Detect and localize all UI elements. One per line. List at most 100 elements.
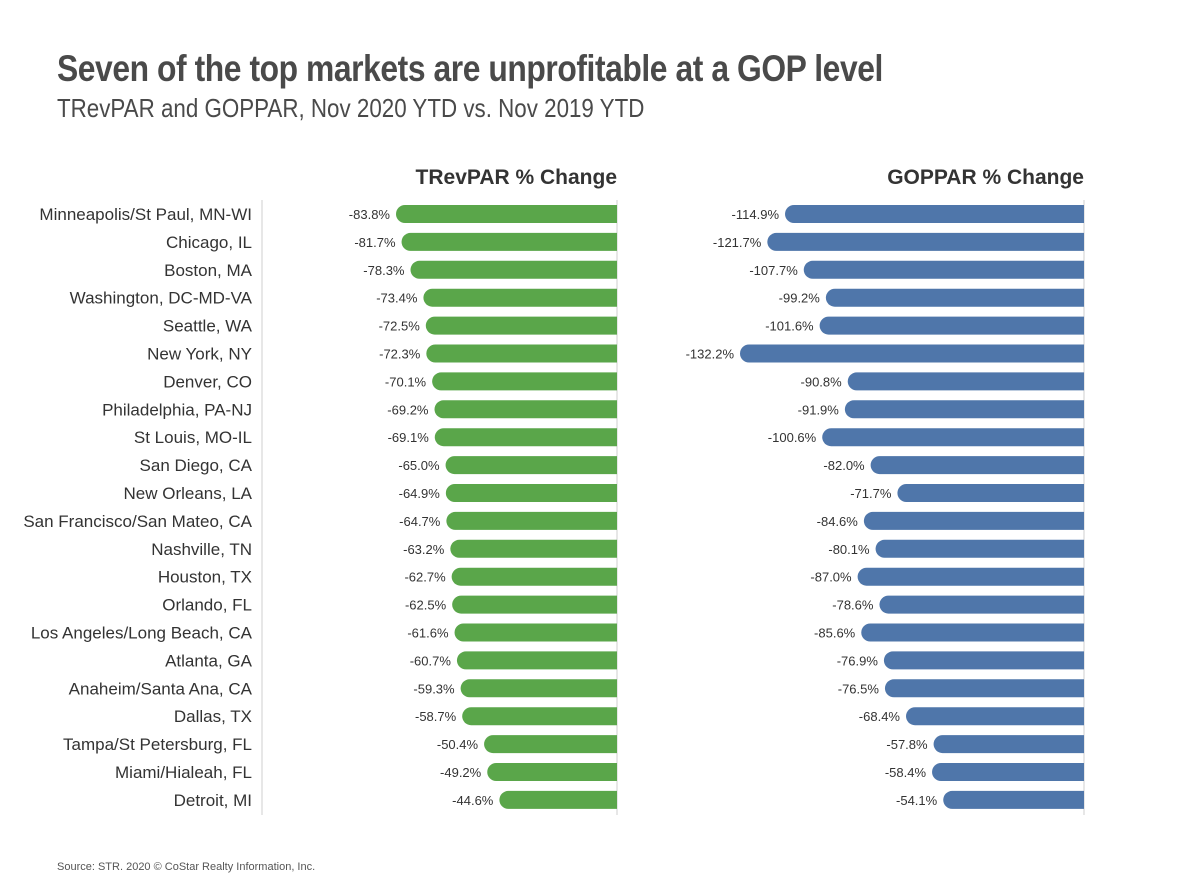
category-label: Los Angeles/Long Beach, CA	[31, 624, 253, 643]
goppar-value-label: -71.7%	[850, 486, 892, 501]
trevpar-value-label: -49.2%	[440, 765, 482, 780]
category-label: San Francisco/San Mateo, CA	[23, 512, 252, 531]
trevpar-bar	[451, 567, 617, 586]
trevpar-bar	[487, 763, 617, 781]
category-label: Chicago, IL	[166, 233, 252, 252]
goppar-value-label: -91.9%	[798, 402, 840, 417]
trevpar-value-label: -72.5%	[379, 319, 421, 334]
goppar-bar	[803, 260, 1084, 279]
category-label: Seattle, WA	[163, 317, 253, 336]
chart-title: Seven of the top markets are unprofitabl…	[57, 48, 883, 89]
goppar-value-label: -76.9%	[837, 653, 879, 668]
goppar-value-label: -78.6%	[832, 598, 874, 613]
trevpar-value-label: -62.7%	[404, 570, 446, 585]
trevpar-bar	[396, 205, 617, 223]
goppar-bar	[740, 344, 1084, 363]
trevpar-value-label: -73.4%	[376, 291, 418, 306]
trevpar-bar	[499, 790, 617, 809]
goppar-bar	[932, 763, 1084, 781]
category-labels: Minneapolis/St Paul, MN-WI Chicago, IL Bos…	[23, 205, 252, 810]
trevpar-value-label: -69.1%	[388, 430, 430, 445]
trevpar-bar	[425, 316, 617, 335]
trevpar-bar	[445, 456, 617, 475]
goppar-bar	[785, 205, 1084, 223]
category-label: Denver, CO	[163, 372, 252, 391]
goppar-value-label: -107.7%	[749, 263, 798, 278]
trevpar-value-label: -62.5%	[405, 598, 447, 613]
goppar-bar	[943, 790, 1084, 809]
trevpar-bar	[460, 679, 617, 698]
category-label: Detroit, MI	[174, 791, 252, 810]
trevpar-value-label: -60.7%	[410, 653, 452, 668]
goppar-bar	[825, 288, 1084, 307]
chart-canvas: TRevPAR % Change GOPPAR % Change Minneap…	[23, 166, 1085, 815]
category-label: Tampa/St Petersburg, FL	[63, 735, 252, 754]
category-label: Anaheim/Santa Ana, CA	[69, 679, 253, 698]
trevpar-bar	[434, 428, 617, 447]
goppar-value-label: -90.8%	[801, 374, 843, 389]
goppar-value-label: -76.5%	[838, 681, 880, 696]
category-label: Houston, TX	[158, 568, 252, 587]
chart-subtitle: TRevPAR and GOPPAR, Nov 2020 YTD vs. Nov…	[57, 93, 645, 123]
goppar-value-label: -121.7%	[713, 235, 762, 250]
goppar-bar	[883, 651, 1084, 670]
category-label: Atlanta, GA	[165, 651, 253, 670]
goppar-bar	[844, 400, 1084, 419]
goppar-bar	[870, 456, 1084, 475]
goppar-bar	[847, 372, 1084, 391]
goppar-bar	[861, 623, 1084, 642]
category-label: San Diego, CA	[140, 456, 253, 475]
trevpar-bar	[434, 400, 617, 419]
category-label: Dallas, TX	[174, 707, 252, 726]
goppar-bar	[933, 735, 1084, 754]
goppar-value-label: -85.6%	[814, 626, 856, 641]
goppar-value-label: -132.2%	[686, 347, 735, 362]
goppar-bar	[822, 428, 1084, 447]
trevpar-bar	[484, 735, 617, 754]
trevpar-bar	[462, 707, 617, 726]
trevpar-value-label: -59.3%	[413, 681, 455, 696]
trevpar-bar	[445, 484, 617, 502]
trevpar-value-label: -61.6%	[407, 626, 449, 641]
category-label: New Orleans, LA	[124, 484, 253, 503]
goppar-bar	[857, 567, 1084, 586]
trevpar-value-label: -58.7%	[415, 709, 457, 724]
source-note: Source: STR. 2020 © CoStar Realty Inform…	[57, 861, 316, 873]
trevpar-value-label: -69.2%	[387, 402, 429, 417]
category-label: St Louis, MO-IL	[134, 428, 252, 447]
trevpar-bar	[456, 651, 617, 670]
trevpar-value-label: -64.9%	[399, 486, 441, 501]
goppar-bars: -114.9% -121.7% -107.7% -99.2% -101.6% -132.2…	[686, 205, 1084, 809]
goppar-value-label: -114.9%	[732, 207, 780, 222]
goppar-value-label: -54.1%	[896, 793, 938, 808]
category-label: Minneapolis/St Paul, MN-WI	[39, 205, 252, 224]
trevpar-value-label: -65.0%	[398, 458, 440, 473]
goppar-value-label: -80.1%	[828, 542, 870, 557]
goppar-value-label: -100.6%	[768, 430, 817, 445]
category-label: Boston, MA	[164, 261, 253, 280]
goppar-value-label: -58.4%	[885, 765, 927, 780]
trevpar-value-label: -63.2%	[403, 542, 445, 557]
category-label: Nashville, TN	[151, 540, 252, 559]
trevpar-value-label: -78.3%	[363, 263, 405, 278]
goppar-bar	[879, 595, 1084, 614]
goppar-value-label: -87.0%	[810, 570, 852, 585]
trevpar-bar	[410, 260, 617, 279]
goppar-bar	[875, 539, 1084, 558]
goppar-bar	[906, 707, 1084, 726]
trevpar-bar	[432, 372, 617, 391]
goppar-value-label: -101.6%	[765, 319, 814, 334]
trevpar-value-label: -50.4%	[437, 737, 479, 752]
goppar-value-label: -84.6%	[817, 514, 859, 529]
goppar-value-label: -57.8%	[886, 737, 928, 752]
category-label: New York, NY	[147, 345, 252, 364]
trevpar-value-label: -72.3%	[379, 347, 421, 362]
trevpar-bar	[423, 288, 617, 307]
trevpar-bar	[454, 623, 617, 642]
trevpar-value-label: -83.8%	[349, 207, 391, 222]
category-label: Miami/Hialeah, FL	[115, 763, 252, 782]
goppar-value-label: -82.0%	[823, 458, 865, 473]
goppar-bar	[897, 484, 1084, 502]
category-label: Philadelphia, PA-NJ	[102, 400, 252, 419]
goppar-bar	[767, 232, 1084, 251]
